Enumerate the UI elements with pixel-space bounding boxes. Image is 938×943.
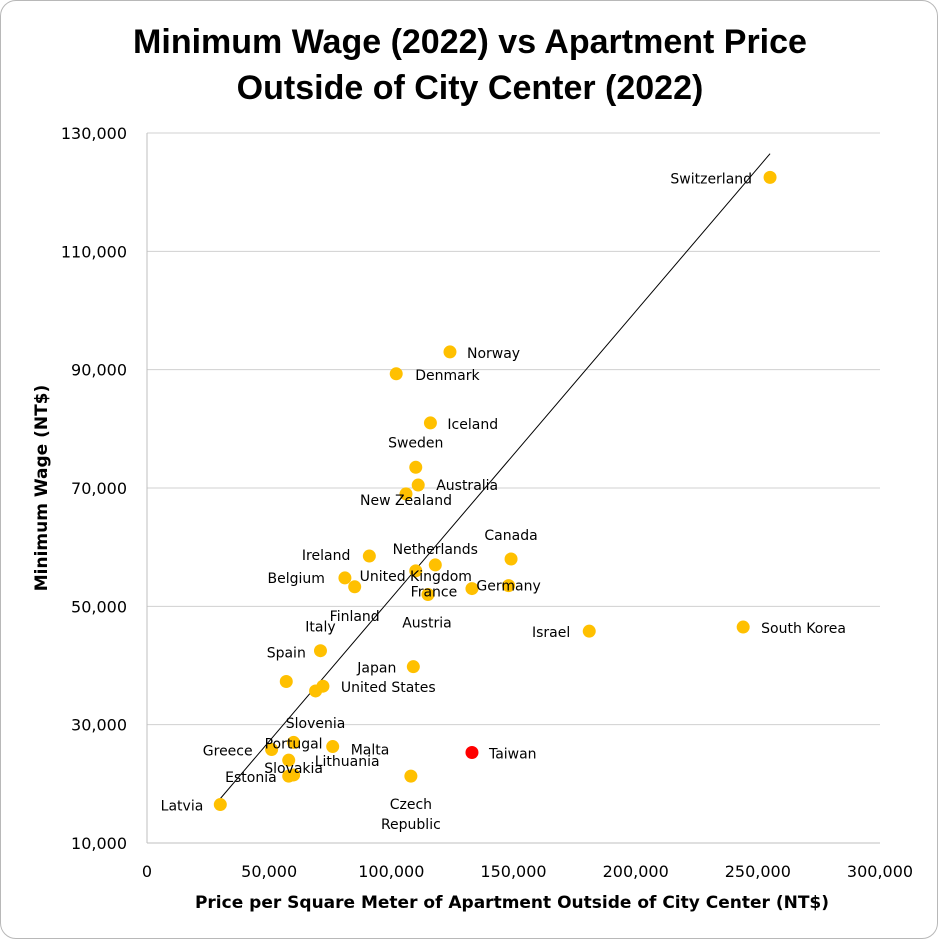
label-estonia: Estonia [225,770,277,786]
label-latvia: Latvia [161,799,204,815]
y-tick-label: 10,000 [71,834,127,853]
chart-title-line-1: Minimum Wage (2022) vs Apartment Price [133,23,807,61]
label-norway: Norway [467,346,520,362]
label-taiwan: Taiwan [488,746,537,762]
x-tick-labels: 0 50,000 100,000 150,000 200,000 250,000 300,0… [142,862,913,881]
label-iceland: Iceland [447,417,498,433]
y-tick-label: 70,000 [71,479,127,498]
label-slovenia: Slovenia [286,716,346,732]
y-tick-label: 130,000 [61,124,127,143]
label-greece: Greece [203,744,253,760]
x-tick-label: 150,000 [480,862,546,881]
point-spain [279,674,293,688]
point-south-korea [736,620,750,634]
label-slovakia: Slovakia [264,761,323,777]
point-finland [348,580,362,594]
point-united-kingdom [409,564,423,578]
point-austria [421,588,435,601]
point-ireland [362,549,376,563]
label-united-kingdom: United Kingdom [360,569,472,585]
y-axis-title: Minimum Wage (NT$) [32,385,52,592]
label-germany: Germany [476,579,540,595]
label-austria: Austria [402,616,451,632]
y-tick-labels: 10,000 30,000 50,000 70,000 90,000 110,000 130… [61,124,127,853]
point-australia [411,478,425,492]
gridlines [147,132,880,726]
point-taiwan [465,745,479,759]
label-portugal: Portugal [265,736,323,752]
point-belgium [338,571,352,585]
axes [146,133,880,844]
x-tick-label: 50,000 [241,862,297,881]
label-japan: Japan [356,661,396,677]
point-czech-republic [404,769,418,783]
point-italy [313,644,327,658]
label-israel: Israel [532,625,570,641]
label-netherlands: Netherlands [393,542,478,558]
point-iceland [423,416,437,430]
label-switzerland: Switzerland [670,171,752,187]
point-sweden [409,460,423,474]
data-points [213,170,777,812]
x-tick-label: 100,000 [358,862,424,881]
y-tick-label: 50,000 [71,597,127,616]
label-canada: Canada [484,528,537,544]
label-sweden: Sweden [388,435,443,451]
point-france [465,582,479,596]
x-tick-label: 0 [142,862,152,881]
point-netherlands [428,558,442,572]
point-switzerland [763,170,777,184]
label-malta: Malta [351,743,390,759]
label-denmark: Denmark [415,368,480,384]
trendline [219,153,771,799]
y-tick-label: 90,000 [71,361,127,380]
label-lithuania: Lithuania [315,754,380,770]
point-japan [406,660,420,674]
label-france: France [411,585,458,601]
point-greece [265,743,279,757]
label-finland: Finland [330,609,380,625]
label-south-korea: South Korea [761,621,846,637]
y-tick-label: 30,000 [71,716,127,735]
y-tick-label: 110,000 [61,242,127,261]
label-italy: Italy [305,620,335,636]
point-portugal [287,735,301,749]
label-republic: Republic [381,817,441,833]
label-ireland: Ireland [302,548,350,564]
x-tick-label: 200,000 [603,862,669,881]
point-norway [443,345,457,359]
x-tick-label: 300,000 [847,862,913,881]
x-axis-title: Price per Square Meter of Apartment Outs… [195,893,829,913]
chart-title-line-2: Outside of City Center (2022) [237,69,704,107]
point-denmark [389,367,403,381]
point-new-zealand [399,487,413,501]
label-new-zealand: New Zealand [360,493,452,509]
point-lithuania [282,753,296,767]
label-belgium: Belgium [268,571,325,587]
label-united-states: United States [341,680,436,696]
point-malta [326,740,340,754]
label-czech: Czech [390,797,432,813]
point-canada [504,552,518,566]
point-israel [582,624,596,638]
point-latvia [213,798,227,812]
trendline-layer [219,153,771,799]
point-slovenia [309,684,323,698]
point-germany [502,579,516,593]
point-estonia [282,769,296,783]
x-tick-label: 250,000 [725,862,791,881]
label-spain: Spain [267,645,306,661]
label-australia: Australia [436,478,498,494]
